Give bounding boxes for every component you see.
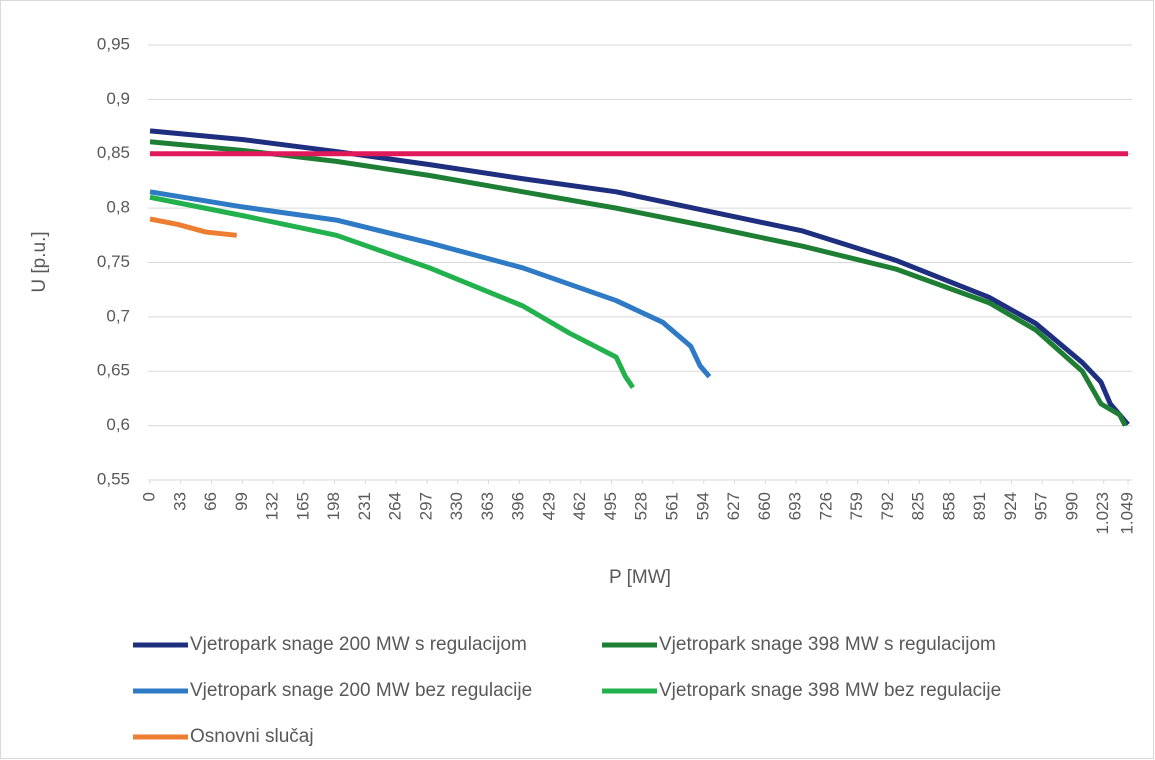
x-tick-label: 858 — [939, 492, 958, 520]
x-tick-label: 990 — [1062, 492, 1081, 520]
x-tick-label: 759 — [847, 492, 866, 520]
series-line — [149, 189, 712, 379]
legend-label: Vjetropark snage 200 MW s regulacijom — [190, 634, 527, 655]
y-tick-label: 0,75 — [97, 252, 130, 271]
legend-label: Vjetropark snage 200 MW bez regulacije — [190, 680, 532, 701]
x-tick-label: 957 — [1032, 492, 1051, 520]
x-tick-label: 1.049 — [1117, 492, 1136, 535]
x-tick-label: 660 — [755, 492, 774, 520]
x-tick-label: 726 — [816, 492, 835, 520]
x-tick-label: 297 — [416, 492, 435, 520]
x-tick-label: 594 — [693, 492, 712, 520]
y-tick-label: 0,9 — [106, 89, 130, 108]
x-tick-label: 264 — [386, 492, 405, 520]
x-tick-label: 825 — [909, 492, 928, 520]
legend-label: Vjetropark snage 398 MW s regulacijom — [659, 634, 996, 655]
legend-label: Vjetropark snage 398 MW bez regulacije — [659, 680, 1001, 701]
series-line — [149, 194, 636, 389]
x-tick-label: 0 — [139, 492, 158, 501]
y-tick-label: 0,7 — [106, 306, 130, 325]
y-tick-label: 0,65 — [97, 361, 130, 380]
x-tick-label: 495 — [601, 492, 620, 520]
x-tick-label: 99 — [232, 492, 251, 511]
x-tick-label: 1.023 — [1093, 492, 1112, 535]
x-tick-label: 165 — [293, 492, 312, 520]
x-tick-label: 33 — [170, 492, 189, 511]
x-tick-label: 693 — [786, 492, 805, 520]
x-tick-label: 66 — [201, 492, 220, 511]
x-tick-label: 231 — [355, 492, 374, 520]
x-tick-label: 528 — [632, 492, 651, 520]
series-line — [149, 139, 1128, 427]
x-tick-label: 924 — [1001, 492, 1020, 520]
x-tick-label: 198 — [324, 492, 343, 520]
y-tick-label: 0,6 — [106, 415, 130, 434]
y-tick-label: 0,8 — [106, 198, 130, 217]
series-line — [149, 128, 1130, 427]
y-tick-label: 0,55 — [97, 469, 130, 488]
x-tick-label: 429 — [539, 492, 558, 520]
x-tick-label: 627 — [724, 492, 743, 520]
x-tick-label: 330 — [447, 492, 466, 520]
x-tick-label: 792 — [878, 492, 897, 520]
y-tick-label: 0,85 — [97, 143, 130, 162]
x-tick-label: 396 — [509, 492, 528, 520]
x-tick-label: 363 — [478, 492, 497, 520]
series-line — [149, 216, 237, 238]
x-tick-label: 561 — [663, 492, 682, 520]
y-axis-label: U [p.u.] — [29, 231, 50, 292]
x-tick-label: 891 — [970, 492, 989, 520]
legend-label: Osnovni slučaj — [190, 726, 314, 747]
y-tick-label: 0,95 — [97, 34, 130, 53]
x-tick-label: 462 — [570, 492, 589, 520]
x-axis-label: P [MW] — [609, 567, 671, 588]
x-tick-label: 132 — [263, 492, 282, 520]
